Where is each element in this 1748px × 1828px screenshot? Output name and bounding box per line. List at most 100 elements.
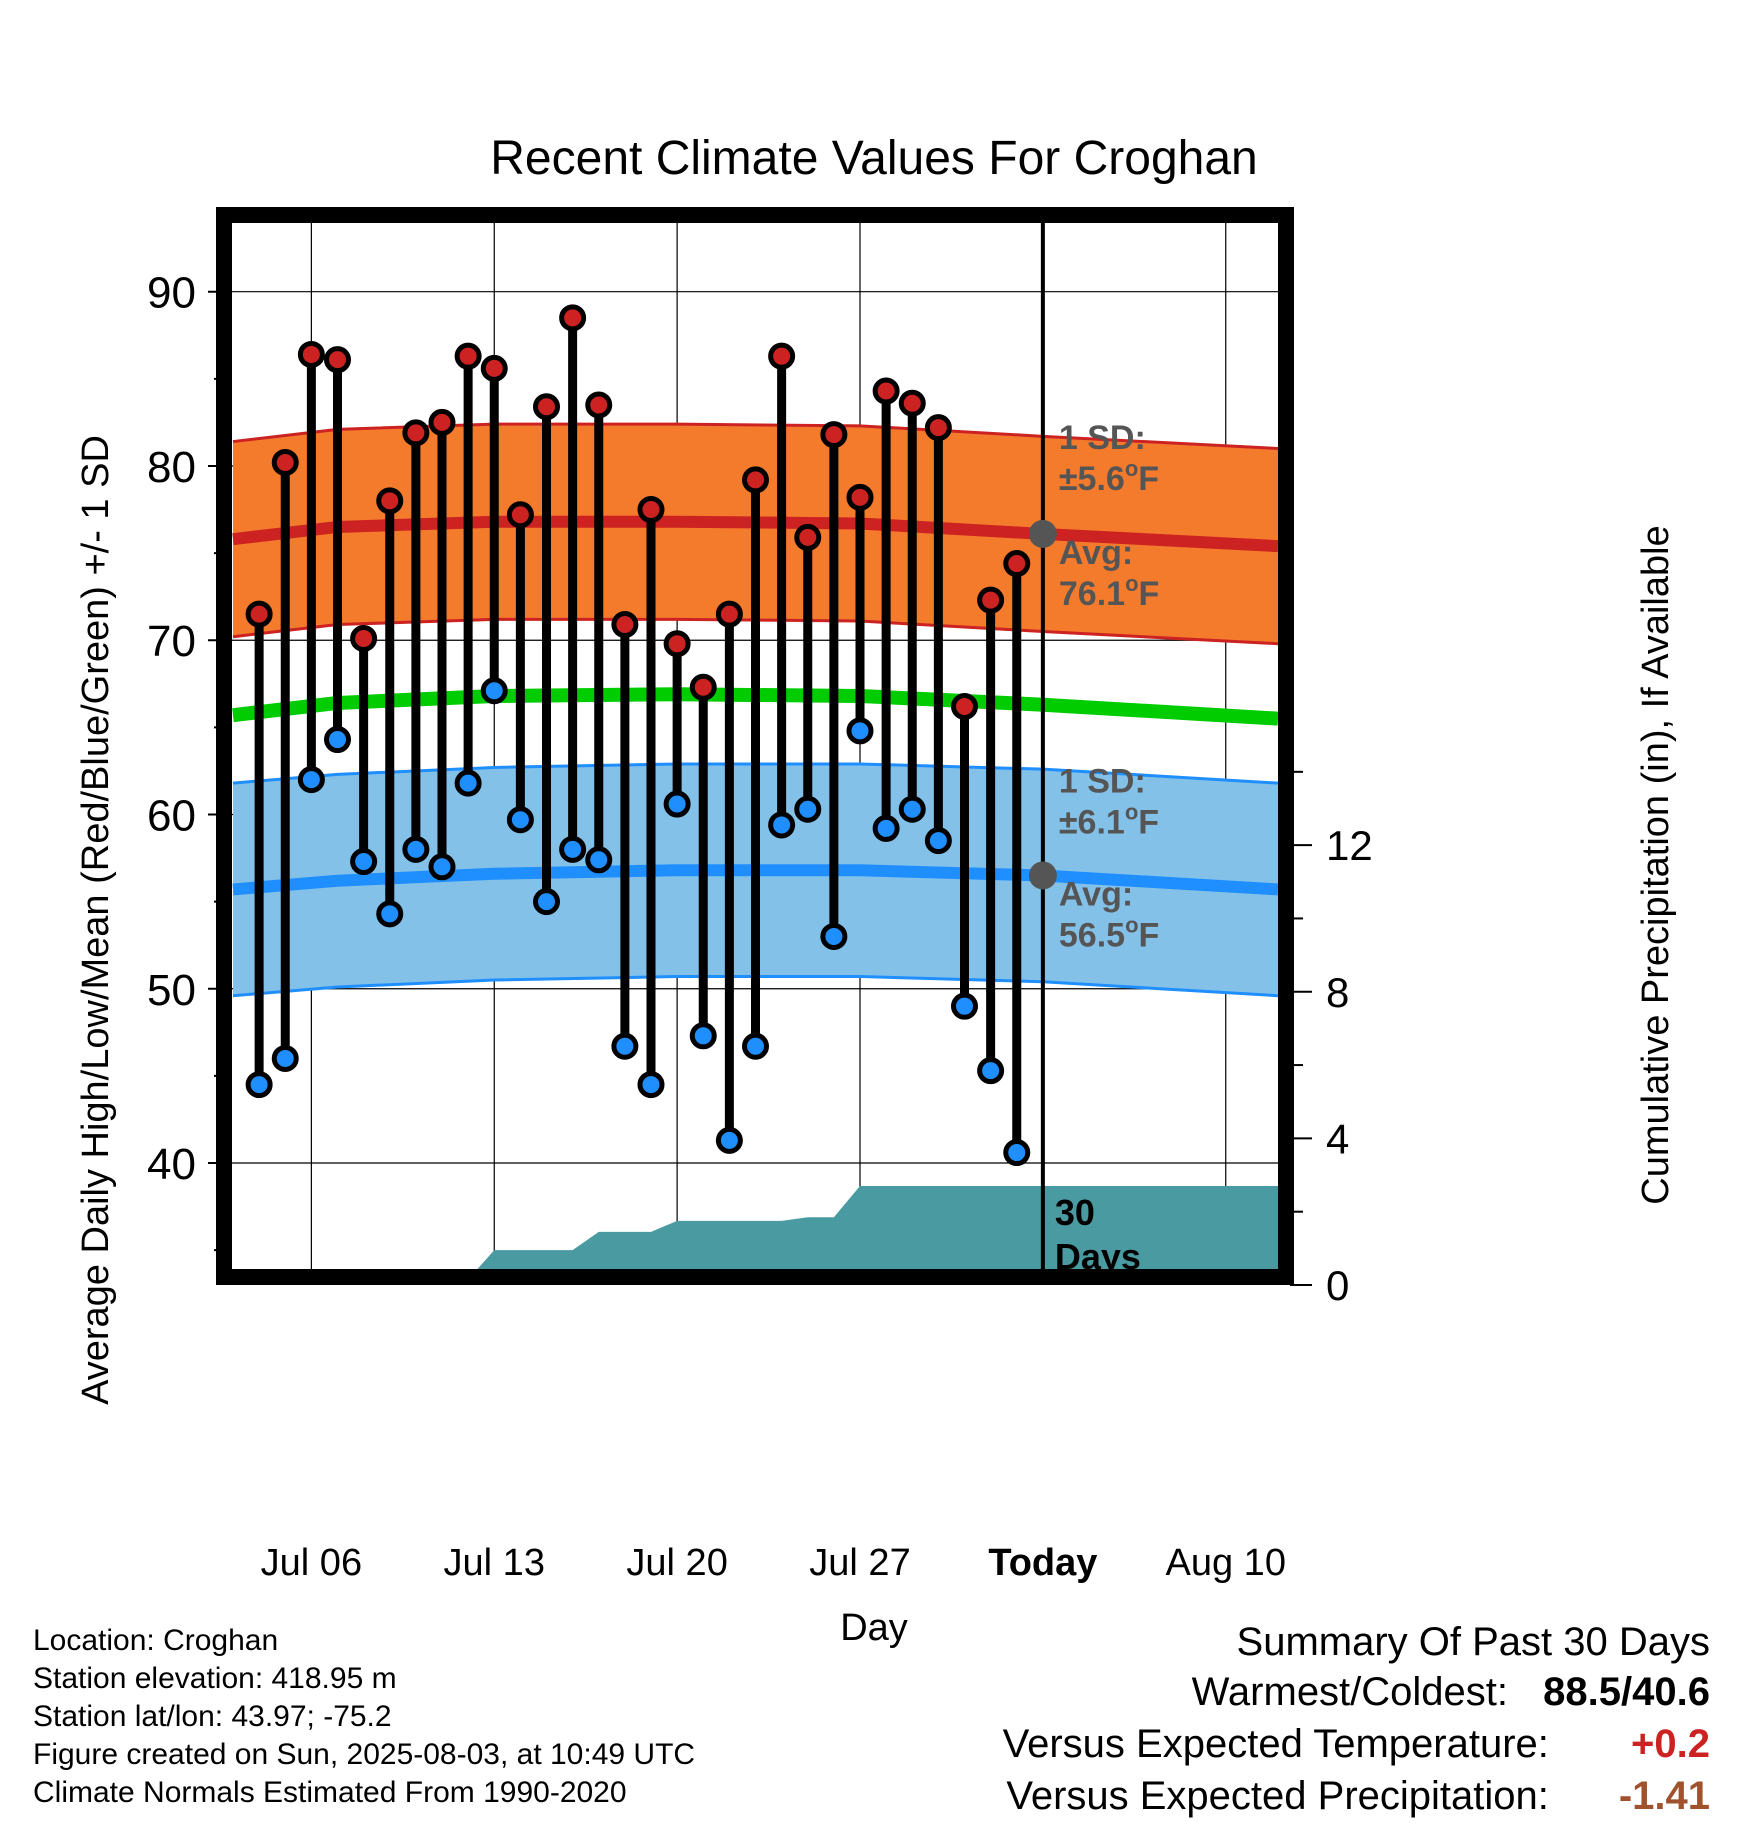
daily-high-point — [977, 586, 1005, 614]
y2-tick-label: 4 — [1326, 1115, 1349, 1162]
high-sd-label-part: 1 SD: — [1059, 419, 1146, 457]
daily-high-point — [715, 600, 743, 628]
daily-low-point — [768, 811, 796, 839]
daily-high-point — [820, 421, 848, 449]
daily-low-point — [742, 1032, 769, 1060]
x-tick-label: Aug 10 — [1166, 1542, 1286, 1584]
warmest-label: Warmest/Coldest: — [1191, 1670, 1509, 1714]
daily-low-point — [324, 726, 351, 754]
y2-axis-label: Cumulative Precipitation (in), If Availa… — [1635, 525, 1677, 1204]
high-sd-value-part: F — [1138, 460, 1159, 498]
daily-high-point — [951, 692, 978, 720]
daily-low-point — [872, 814, 900, 842]
daily-high-point — [428, 408, 456, 436]
temp-value: +0.2 — [1631, 1722, 1710, 1766]
precip-period-label-line: 30 — [1055, 1192, 1095, 1233]
x-axis-label: Day — [840, 1607, 908, 1649]
daily-low-point — [402, 835, 430, 863]
daily-high-point — [559, 304, 587, 332]
daily-high-point — [271, 448, 299, 476]
daily-high-point — [637, 496, 665, 524]
daily-high-point — [689, 673, 717, 701]
low-avg-value-part: 56.5 — [1059, 916, 1125, 954]
daily-low-point — [350, 848, 378, 876]
low-sd-label-part: 1 SD: — [1059, 762, 1146, 800]
daily-high-point — [480, 354, 508, 382]
daily-high-point — [1003, 550, 1031, 578]
y-tick-label: 90 — [147, 269, 196, 318]
daily-high-point — [611, 611, 639, 639]
daily-low-point — [794, 795, 822, 823]
low-avg-label-part: Avg: — [1059, 875, 1133, 913]
daily-high-point — [768, 342, 796, 370]
daily-low-point — [480, 677, 508, 705]
temp-label: Versus Expected Temperature: — [1002, 1722, 1549, 1766]
high-avg-value: 76.1oF — [1059, 571, 1159, 613]
low-avg-value: 56.5oF — [1059, 912, 1159, 954]
daily-low-point — [585, 846, 613, 874]
x-tick-label: Jul 27 — [809, 1542, 910, 1584]
summary-heading: Summary Of Past 30 Days — [1236, 1620, 1710, 1664]
y-tick-label: 70 — [147, 617, 196, 666]
high-sd-value-part: o — [1125, 456, 1138, 481]
daily-low-point — [506, 806, 534, 834]
daily-high-point — [297, 340, 325, 368]
high-avg-label: Avg: — [1059, 534, 1133, 572]
summary-temp-row: Versus Expected Temperature: +0.2 — [1003, 1722, 1710, 1774]
daily-low-point — [846, 717, 874, 745]
high-avg-value-part: o — [1125, 571, 1138, 596]
y2-tick-label: 0 — [1326, 1262, 1349, 1309]
daily-high-point — [402, 419, 430, 447]
coldest-value: 40.6 — [1632, 1670, 1710, 1714]
daily-low-point — [533, 888, 560, 916]
precip-label: Versus Expected Precipitation: — [1006, 1774, 1549, 1818]
today-normal-high-marker — [1028, 519, 1057, 548]
daily-low-point — [1003, 1139, 1031, 1167]
x-tick-label: Today — [988, 1542, 1097, 1584]
daily-low-point — [898, 795, 926, 823]
daily-high-point — [585, 391, 613, 419]
high-avg-value-part: 76.1 — [1059, 575, 1125, 613]
daily-low-point — [924, 827, 952, 855]
y-axis-label: Average Daily High/Low/Mean (Red/Blue/Gr… — [75, 435, 117, 1405]
low-sd-value-part: F — [1138, 803, 1159, 841]
x-tick-label: Jul 13 — [444, 1542, 545, 1584]
daily-high-point — [742, 466, 769, 494]
x-tick-label: Jul 06 — [261, 1542, 362, 1584]
summary-precip-row: Versus Expected Precipitation: -1.41 — [1003, 1774, 1710, 1826]
y-tick-label: 50 — [147, 966, 196, 1015]
station-info: Location: Croghan Station elevation: 418… — [33, 1622, 695, 1812]
y-tick-label: 40 — [147, 1140, 196, 1189]
high-sd-value: ±5.6oF — [1059, 456, 1159, 498]
y-tick-label: 80 — [147, 443, 196, 492]
info-location: Location: Croghan — [33, 1624, 279, 1657]
low-sd-value: ±6.1oF — [1059, 799, 1159, 841]
daily-high-point — [846, 483, 874, 511]
info-latlon: Station lat/lon: 43.97; -75.2 — [33, 1700, 392, 1733]
low-sd-label: 1 SD: — [1059, 762, 1146, 800]
precipitation-area — [233, 1186, 1278, 1285]
daily-low-point — [951, 992, 978, 1020]
daily-high-point — [506, 501, 534, 529]
daily-low-point — [689, 1022, 717, 1050]
info-created: Figure created on Sun, 2025-08-03, at 10… — [33, 1738, 696, 1771]
daily-low-point — [977, 1057, 1005, 1085]
daily-high-point — [872, 377, 900, 405]
warmest-separator: / — [1621, 1670, 1633, 1714]
daily-low-point — [611, 1032, 639, 1060]
daily-high-point — [794, 523, 822, 551]
summary-panel: Summary Of Past 30 Days Warmest/Coldest:… — [1003, 1620, 1710, 1826]
daily-low-point — [454, 769, 482, 797]
daily-low-point — [820, 922, 848, 950]
precip-value: -1.41 — [1618, 1774, 1710, 1818]
daily-low-point — [559, 835, 587, 863]
daily-high-point — [245, 600, 273, 628]
daily-low-point — [376, 900, 404, 928]
daily-low-point — [271, 1044, 299, 1072]
today-normal-low-marker — [1028, 861, 1057, 890]
daily-high-point — [454, 342, 482, 370]
plot-frame — [216, 207, 1294, 1285]
